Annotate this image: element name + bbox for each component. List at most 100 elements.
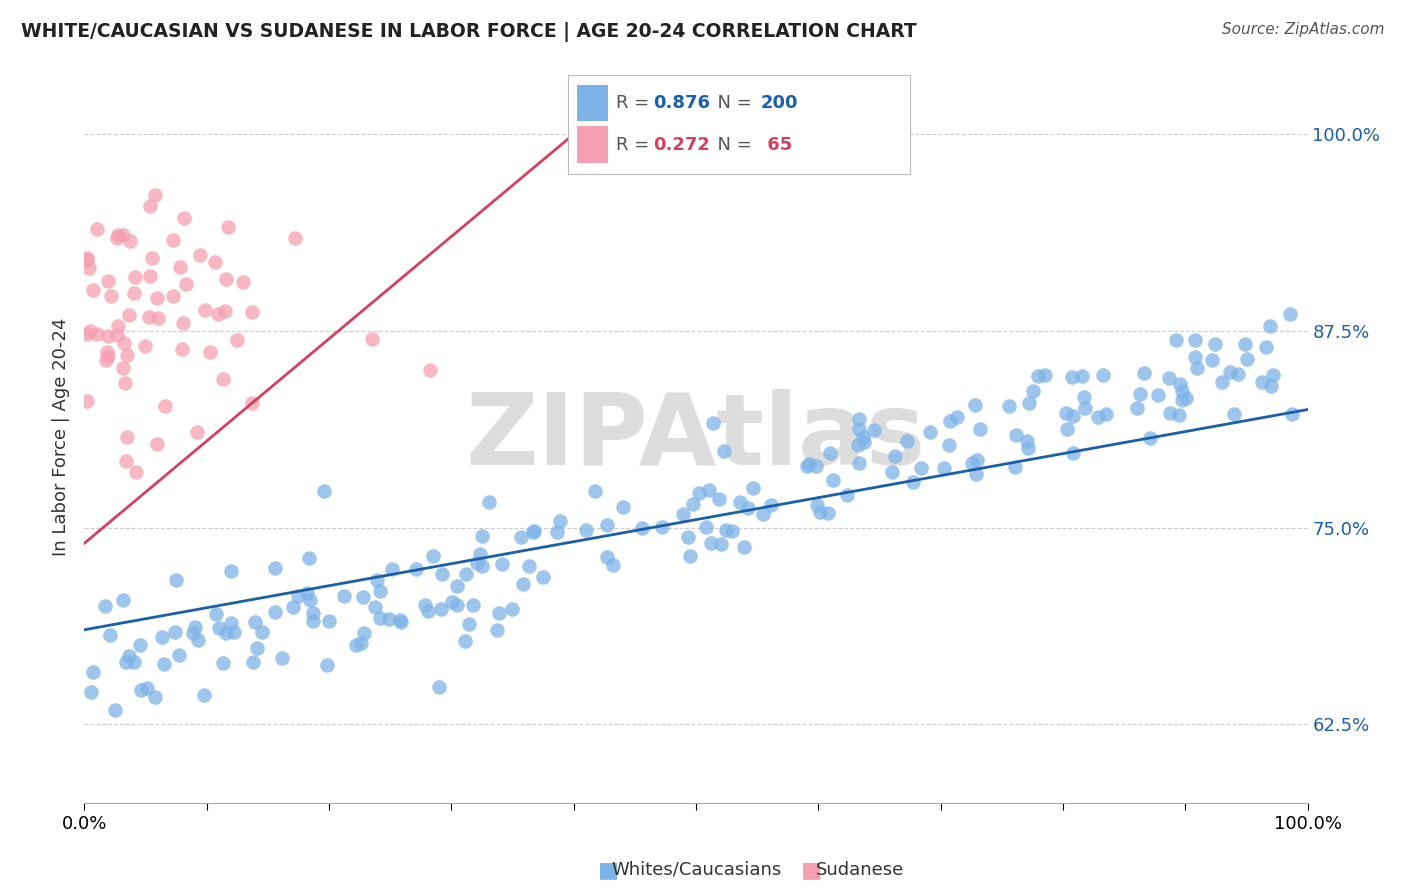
- Point: [124, 269, 146, 284]
- Point: [93, 599, 115, 614]
- Point: [997, 399, 1019, 413]
- Point: [523, 524, 546, 539]
- Point: [848, 411, 870, 425]
- Point: [240, 396, 263, 410]
- Point: [316, 657, 339, 672]
- Point: [1062, 446, 1084, 460]
- Text: ■: ■: [598, 860, 619, 880]
- Point: [162, 288, 184, 302]
- Point: [219, 616, 242, 631]
- Point: [1159, 406, 1181, 420]
- Point: [702, 416, 724, 430]
- Point: [901, 475, 924, 490]
- Point: [287, 589, 309, 603]
- Point: [427, 680, 450, 694]
- Point: [1185, 360, 1208, 375]
- Point: [295, 585, 318, 599]
- Point: [1139, 431, 1161, 445]
- Point: [76, 393, 98, 408]
- Point: [429, 602, 451, 616]
- Point: [918, 425, 941, 439]
- Point: [370, 611, 392, 625]
- Point: [1184, 350, 1206, 364]
- Point: [264, 605, 287, 619]
- Point: [82, 283, 104, 297]
- Point: [79, 325, 101, 339]
- Point: [107, 227, 129, 242]
- Point: [381, 562, 404, 576]
- Point: [80, 684, 103, 698]
- Point: [138, 199, 160, 213]
- Point: [531, 570, 554, 584]
- Point: [413, 598, 436, 612]
- Text: ■: ■: [801, 860, 823, 880]
- Point: [138, 310, 160, 325]
- Point: [360, 332, 382, 346]
- Point: [318, 615, 340, 629]
- Point: [314, 484, 336, 499]
- Point: [509, 530, 531, 544]
- Point: [146, 292, 169, 306]
- Point: [1254, 340, 1277, 354]
- Point: [145, 690, 167, 705]
- Point: [1204, 337, 1226, 351]
- Point: [1260, 379, 1282, 393]
- Point: [713, 443, 735, 458]
- Text: WHITE/CAUCASIAN VS SUDANESE IN LABOR FORCE | AGE 20-24 CORRELATION CHART: WHITE/CAUCASIAN VS SUDANESE IN LABOR FOR…: [21, 22, 917, 42]
- Point: [187, 633, 209, 648]
- Point: [112, 361, 135, 376]
- Point: [299, 593, 322, 607]
- Point: [243, 615, 266, 629]
- Point: [709, 537, 731, 551]
- Point: [1250, 375, 1272, 389]
- Point: [150, 630, 173, 644]
- Point: [797, 457, 820, 471]
- Point: [808, 505, 831, 519]
- Point: [1062, 409, 1084, 423]
- Point: [122, 655, 145, 669]
- Point: [1095, 408, 1118, 422]
- Point: [146, 311, 169, 326]
- Point: [222, 624, 245, 639]
- Point: [1234, 337, 1257, 351]
- Point: [1004, 460, 1026, 475]
- Point: [804, 458, 827, 473]
- Text: R =: R =: [616, 136, 655, 153]
- Point: [938, 437, 960, 451]
- Point: [217, 219, 239, 234]
- Point: [1054, 406, 1077, 420]
- Point: [488, 607, 510, 621]
- Point: [853, 435, 876, 450]
- Point: [846, 438, 869, 452]
- Point: [134, 339, 156, 353]
- FancyBboxPatch shape: [578, 126, 607, 163]
- Text: ZIPAtlas: ZIPAtlas: [465, 389, 927, 485]
- Point: [204, 255, 226, 269]
- Point: [454, 567, 477, 582]
- Point: [446, 579, 468, 593]
- Point: [96, 345, 118, 359]
- Point: [491, 557, 513, 571]
- Point: [612, 500, 634, 514]
- Point: [214, 303, 236, 318]
- Point: [232, 275, 254, 289]
- Point: [162, 233, 184, 247]
- Point: [122, 285, 145, 300]
- Point: [1279, 308, 1302, 322]
- Point: [167, 648, 190, 662]
- Point: [1261, 368, 1284, 383]
- Point: [378, 612, 401, 626]
- Text: Source: ZipAtlas.com: Source: ZipAtlas.com: [1222, 22, 1385, 37]
- Point: [173, 211, 195, 225]
- Point: [962, 456, 984, 470]
- Point: [548, 514, 571, 528]
- Point: [77, 261, 100, 276]
- Point: [695, 520, 717, 534]
- Y-axis label: In Labor Force | Age 20-24: In Labor Force | Age 20-24: [52, 318, 70, 557]
- Point: [219, 564, 242, 578]
- Text: 0.272: 0.272: [654, 136, 710, 153]
- Point: [212, 371, 235, 385]
- Point: [1167, 408, 1189, 422]
- Point: [115, 454, 138, 468]
- Point: [212, 656, 235, 670]
